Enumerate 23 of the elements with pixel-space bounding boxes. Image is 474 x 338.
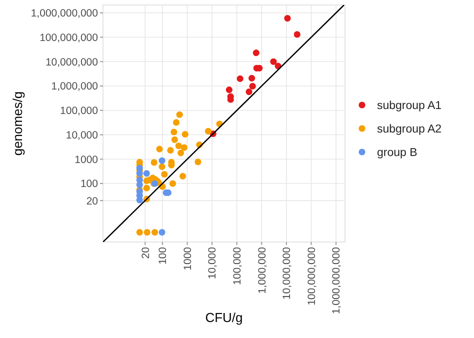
y-tick-label: 1,000,000 xyxy=(51,80,98,93)
x-tick-label: 100,000 xyxy=(232,246,244,285)
y-tick-label: 10,000 xyxy=(66,129,98,142)
y-tick-label: 1000 xyxy=(74,154,98,166)
x-tick-label: 1000 xyxy=(182,246,194,270)
x-tick-label: 100,000,000 xyxy=(306,246,318,306)
x-tick-label: 10,000,000 xyxy=(281,246,294,300)
y-tick-label: 20 xyxy=(86,195,98,208)
y-tick-label: 100 xyxy=(80,178,98,190)
x-tick-label: 1,000,000 xyxy=(256,246,268,294)
legend-label: subgroup A1 xyxy=(377,100,442,112)
y-tick-label: 10,000,000 xyxy=(45,56,98,68)
y-tick-label: 1,000,000,000 xyxy=(30,8,98,20)
x-axis-title: CFU/g xyxy=(205,310,243,325)
x-tick-label: 1,000,000,000 xyxy=(330,246,343,314)
y-tick-label: 100,000 xyxy=(60,105,98,118)
x-tick-label: 20 xyxy=(140,246,152,259)
x-tick-label: 10,000 xyxy=(206,246,219,280)
legend-label: group B xyxy=(377,147,418,160)
y-axis-title: genomes/g xyxy=(10,91,25,156)
x-tick-label: 100 xyxy=(157,246,170,265)
legend-label: subgroup A2 xyxy=(377,124,442,136)
y-tick-label: 100,000,000 xyxy=(40,32,98,44)
